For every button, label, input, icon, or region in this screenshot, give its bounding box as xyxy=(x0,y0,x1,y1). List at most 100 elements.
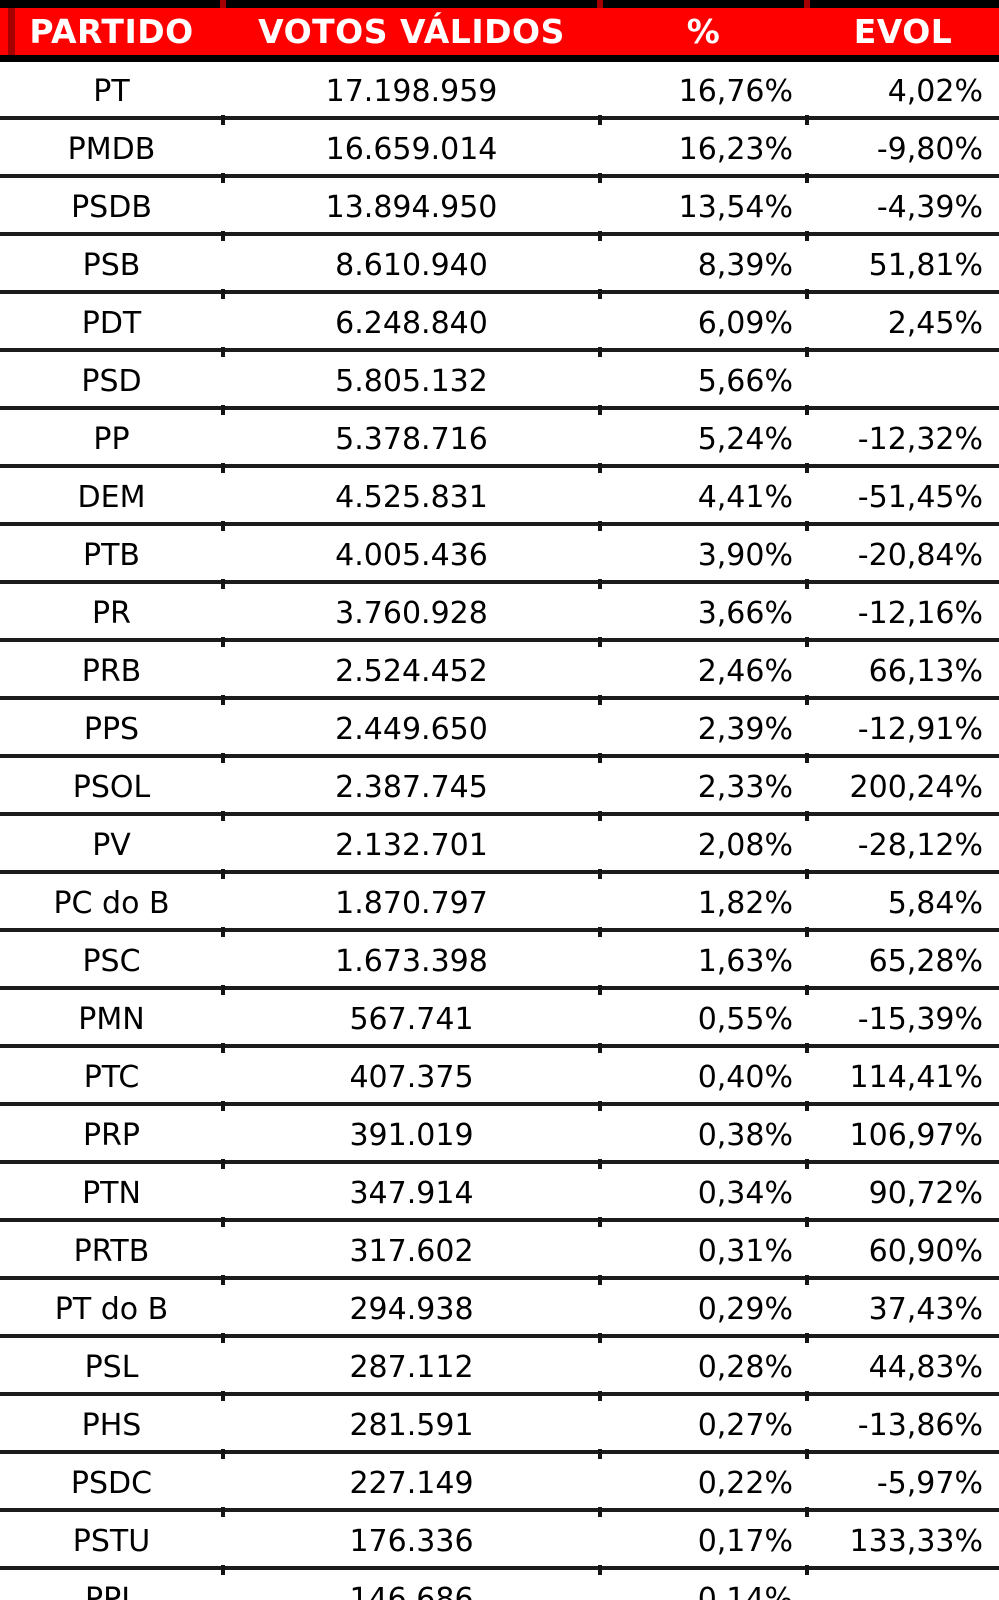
cell-evol: 60,90% xyxy=(805,1220,999,1283)
cell-evol: 2,45% xyxy=(805,292,999,355)
cell-percent: 2,08% xyxy=(598,814,807,877)
cell-percent: 0,38% xyxy=(598,1104,807,1167)
table-row: PRTB 317.602 0,31% 60,90% xyxy=(0,1220,999,1283)
cell-evol: 200,24% xyxy=(805,756,999,819)
cell-partido: PSL xyxy=(0,1336,223,1396)
cell-votos-validos: 5.378.716 xyxy=(221,408,600,471)
cell-votos-validos: 4.005.436 xyxy=(221,524,600,587)
cell-percent: 0,29% xyxy=(598,1278,807,1341)
cell-votos-validos: 8.610.940 xyxy=(221,234,600,297)
table-header: PARTIDO VOTOS VÁLIDOS % EVOL xyxy=(0,0,999,62)
cell-partido: PTN xyxy=(0,1162,223,1222)
cell-evol: 51,81% xyxy=(805,234,999,297)
cell-evol: -5,97% xyxy=(805,1452,999,1515)
cell-evol: 66,13% xyxy=(805,640,999,703)
cell-percent: 8,39% xyxy=(598,234,807,297)
table-row: PV 2.132.701 2,08% -28,12% xyxy=(0,814,999,877)
cell-partido: PRB xyxy=(0,640,223,700)
cell-evol: -20,84% xyxy=(805,524,999,587)
cell-percent: 3,90% xyxy=(598,524,807,587)
cell-evol: -51,45% xyxy=(805,466,999,529)
table-row: DEM 4.525.831 4,41% -51,45% xyxy=(0,466,999,529)
cell-partido: PPS xyxy=(0,698,223,758)
cell-partido: PRP xyxy=(0,1104,223,1164)
cell-percent: 16,76% xyxy=(598,58,807,121)
table-row: PC do B 1.870.797 1,82% 5,84% xyxy=(0,872,999,935)
cell-votos-validos: 294.938 xyxy=(221,1278,600,1341)
table-row: PTC 407.375 0,40% 114,41% xyxy=(0,1046,999,1109)
cell-partido: DEM xyxy=(0,466,223,526)
cell-partido: PDT xyxy=(0,292,223,352)
cell-evol xyxy=(807,1568,999,1600)
table-body: PT 17.198.959 16,76% 4,02% PMDB 16.659.014 16,… xyxy=(0,58,999,1600)
cell-votos-validos: 176.336 xyxy=(221,1510,600,1573)
table-row: PTB 4.005.436 3,90% -20,84% xyxy=(0,524,999,587)
cell-votos-validos: 317.602 xyxy=(221,1220,600,1283)
cell-votos-validos: 16.659.014 xyxy=(221,118,600,181)
cell-partido: PP xyxy=(0,408,223,468)
cell-votos-validos: 146.686 xyxy=(223,1568,600,1600)
table-row: PRP 391.019 0,38% 106,97% xyxy=(0,1104,999,1167)
header-row: PARTIDO VOTOS VÁLIDOS % EVOL xyxy=(0,0,999,62)
cell-percent: 0,27% xyxy=(598,1394,807,1457)
cell-percent: 16,23% xyxy=(598,118,807,181)
cell-evol: 106,97% xyxy=(805,1104,999,1167)
cell-evol: 133,33% xyxy=(805,1510,999,1573)
table-row: PHS 281.591 0,27% -13,86% xyxy=(0,1394,999,1457)
table-row: PSL 287.112 0,28% 44,83% xyxy=(0,1336,999,1399)
cell-votos-validos: 2.524.452 xyxy=(221,640,600,703)
cell-percent: 5,66% xyxy=(598,350,807,413)
cell-votos-validos: 391.019 xyxy=(221,1104,600,1167)
cell-partido: PSOL xyxy=(0,756,223,816)
cell-partido: PSTU xyxy=(0,1510,223,1570)
column-header-votos-validos: VOTOS VÁLIDOS xyxy=(220,0,600,62)
column-header-evol: EVOL xyxy=(804,0,999,62)
cell-evol: -13,86% xyxy=(805,1394,999,1457)
cell-evol: -12,16% xyxy=(805,582,999,645)
cell-partido: PSDB xyxy=(0,176,223,236)
cell-votos-validos: 287.112 xyxy=(221,1336,600,1399)
cell-votos-validos: 281.591 xyxy=(221,1394,600,1457)
table-row: PSB 8.610.940 8,39% 51,81% xyxy=(0,234,999,297)
cell-partido: PMN xyxy=(0,988,223,1048)
cell-percent: 0,22% xyxy=(598,1452,807,1515)
cell-percent: 0,34% xyxy=(598,1162,807,1225)
cell-partido: PT xyxy=(0,58,223,120)
cell-evol xyxy=(805,350,999,413)
table-row: PR 3.760.928 3,66% -12,16% xyxy=(0,582,999,645)
cell-percent: 0,40% xyxy=(598,1046,807,1109)
cell-partido: PPL xyxy=(0,1568,223,1600)
cell-evol: 44,83% xyxy=(805,1336,999,1399)
cell-evol: -15,39% xyxy=(805,988,999,1051)
cell-votos-validos: 407.375 xyxy=(221,1046,600,1109)
cell-votos-validos: 567.741 xyxy=(221,988,600,1051)
cell-percent: 0,55% xyxy=(598,988,807,1051)
cell-evol: -28,12% xyxy=(805,814,999,877)
table-row: PT 17.198.959 16,76% 4,02% xyxy=(0,58,999,121)
cell-evol: 114,41% xyxy=(805,1046,999,1109)
cell-percent: 0,14% xyxy=(600,1568,807,1600)
cell-votos-validos: 4.525.831 xyxy=(221,466,600,529)
cell-percent: 2,46% xyxy=(598,640,807,703)
table-row: PP 5.378.716 5,24% -12,32% xyxy=(0,408,999,471)
cell-votos-validos: 6.248.840 xyxy=(221,292,600,355)
cell-partido: PMDB xyxy=(0,118,223,178)
table-row: PMDB 16.659.014 16,23% -9,80% xyxy=(0,118,999,181)
cell-partido: PSC xyxy=(0,930,223,990)
cell-votos-validos: 2.132.701 xyxy=(221,814,600,877)
cell-votos-validos: 1.673.398 xyxy=(221,930,600,993)
cell-votos-validos: 1.870.797 xyxy=(221,872,600,935)
cell-percent: 4,41% xyxy=(598,466,807,529)
cell-evol: 37,43% xyxy=(805,1278,999,1341)
cell-partido: PTC xyxy=(0,1046,223,1106)
cell-evol: 90,72% xyxy=(805,1162,999,1225)
table-row: PTN 347.914 0,34% 90,72% xyxy=(0,1162,999,1225)
table-row: PSDC 227.149 0,22% -5,97% xyxy=(0,1452,999,1515)
cell-evol: -12,32% xyxy=(805,408,999,471)
cell-votos-validos: 2.387.745 xyxy=(221,756,600,819)
cell-partido: PV xyxy=(0,814,223,874)
cell-percent: 1,63% xyxy=(598,930,807,993)
column-header-partido: PARTIDO xyxy=(0,0,223,62)
